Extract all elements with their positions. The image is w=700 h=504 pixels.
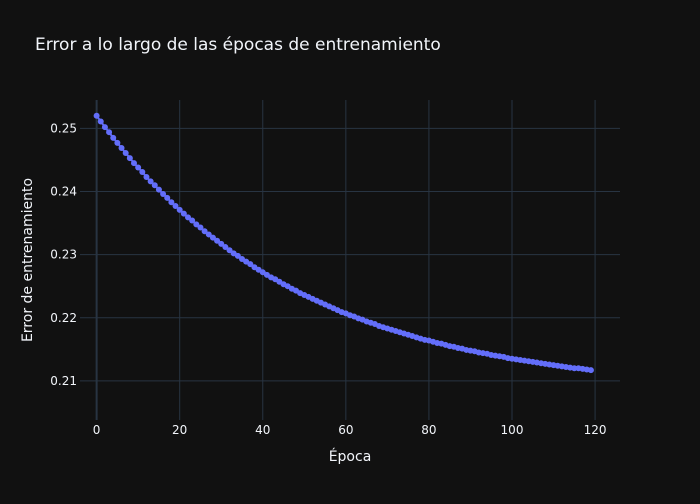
x-axis-ticks: 0 20 40 60 80 100 120 [93, 423, 607, 437]
x-tick-label: 0 [93, 423, 101, 437]
series-layer [93, 112, 594, 374]
data-point[interactable] [160, 191, 167, 198]
x-tick-label: 80 [421, 423, 436, 437]
y-tick-label: 0.21 [50, 374, 77, 388]
data-point[interactable] [126, 155, 133, 162]
data-point[interactable] [114, 139, 121, 146]
data-point[interactable] [168, 199, 175, 206]
grid-layer [80, 100, 620, 420]
data-point[interactable] [131, 160, 137, 167]
data-point[interactable] [185, 214, 191, 221]
x-axis-title: Época [329, 448, 372, 465]
x-tick-label: 40 [255, 423, 270, 437]
data-point[interactable] [201, 228, 208, 235]
data-point[interactable] [106, 129, 113, 136]
chart-title: Error a lo largo de las épocas de entren… [35, 35, 441, 55]
data-point[interactable] [209, 234, 216, 241]
x-tick-label: 100 [501, 423, 524, 437]
data-point[interactable] [247, 261, 254, 268]
data-point[interactable] [147, 178, 154, 185]
data-point[interactable] [222, 244, 229, 251]
x-tick-label: 20 [172, 423, 187, 437]
data-point[interactable] [110, 134, 117, 141]
data-point[interactable] [93, 112, 100, 119]
data-point[interactable] [234, 252, 241, 259]
y-tick-label: 0.24 [50, 185, 77, 199]
data-point[interactable] [151, 182, 158, 189]
data-point[interactable] [143, 174, 150, 180]
data-point[interactable] [97, 118, 104, 125]
data-point[interactable] [226, 247, 233, 254]
data-point[interactable] [197, 224, 204, 231]
data-point[interactable] [155, 186, 162, 193]
y-axis-ticks: 0.21 0.22 0.23 0.24 0.25 [50, 121, 77, 387]
data-point[interactable] [214, 237, 221, 244]
data-point[interactable] [139, 168, 146, 175]
data-point[interactable] [172, 203, 179, 210]
data-point[interactable] [122, 150, 129, 157]
x-tick-label: 120 [584, 423, 607, 437]
data-point[interactable] [101, 124, 108, 131]
y-axis-title: Error de entrenamiento [20, 178, 36, 342]
data-point[interactable] [189, 217, 196, 224]
data-point[interactable] [164, 194, 171, 201]
x-tick-label: 60 [338, 423, 353, 437]
data-point[interactable] [205, 231, 212, 238]
data-point[interactable] [218, 240, 225, 247]
data-point[interactable] [118, 144, 125, 151]
y-tick-label: 0.22 [50, 311, 77, 325]
y-tick-label: 0.25 [50, 121, 77, 135]
data-point[interactable] [180, 210, 187, 217]
y-tick-label: 0.23 [50, 248, 77, 262]
data-point[interactable] [176, 206, 183, 213]
data-point[interactable] [193, 221, 200, 228]
data-point[interactable] [135, 164, 142, 171]
data-point[interactable] [571, 365, 578, 372]
data-point[interactable] [587, 367, 594, 374]
